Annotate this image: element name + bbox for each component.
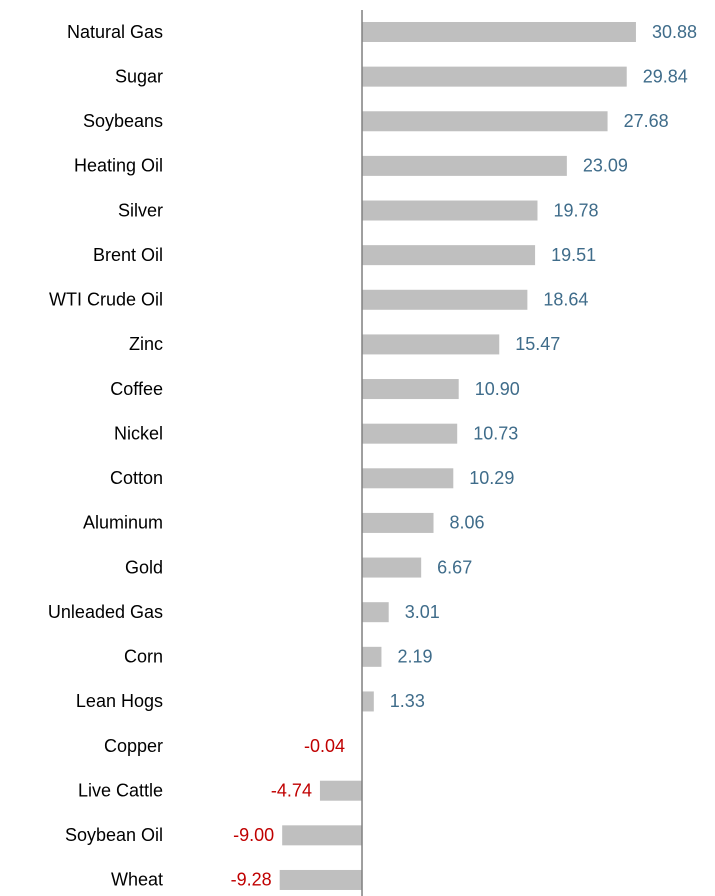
category-label: Sugar [115,66,163,86]
value-label: -9.00 [233,825,274,845]
category-label: Soybeans [83,111,163,131]
bar [362,155,567,176]
category-label: Silver [118,200,163,220]
value-label: -9.28 [231,870,272,890]
bar [279,869,363,890]
value-label: 2.19 [397,647,432,667]
category-label: Soybean Oil [65,825,163,845]
value-label: 18.64 [543,290,588,310]
bar [362,691,374,712]
category-label: Cotton [110,468,163,488]
bar [362,66,627,87]
category-label: Unleaded Gas [48,602,163,622]
category-label: Live Cattle [78,780,163,800]
value-label: -4.74 [271,780,312,800]
value-label: 1.33 [390,691,425,711]
bar [362,111,608,132]
bar [362,602,389,623]
bar [362,512,434,533]
bar [362,379,459,400]
bar [362,646,382,667]
category-label: Nickel [114,423,163,443]
bar [362,245,536,266]
bar [362,423,458,444]
category-label: Coffee [110,379,163,399]
value-label: -0.04 [304,736,345,756]
value-label: 15.47 [515,334,560,354]
value-label: 6.67 [437,557,472,577]
category-label: Wheat [111,870,163,890]
bar [362,289,528,310]
value-label: 30.88 [652,22,697,42]
category-label: Brent Oil [93,245,163,265]
bar [362,334,500,355]
category-label: Zinc [129,334,163,354]
category-label: Natural Gas [67,22,163,42]
bar [362,468,454,489]
bar [362,557,422,578]
category-label: Gold [125,557,163,577]
bar [282,825,363,846]
bar [319,780,363,801]
value-label: 10.73 [473,423,518,443]
category-label: Aluminum [83,513,163,533]
value-label: 19.78 [553,200,598,220]
bar [362,200,538,221]
category-label: Lean Hogs [76,691,163,711]
value-label: 8.06 [450,513,485,533]
value-label: 19.51 [551,245,596,265]
value-label: 23.09 [583,156,628,176]
value-label: 27.68 [624,111,669,131]
value-label: 10.90 [475,379,520,399]
value-label: 3.01 [405,602,440,622]
category-label: WTI Crude Oil [49,290,163,310]
value-label: 29.84 [643,66,688,86]
category-label: Heating Oil [74,156,163,176]
category-label: Copper [104,736,163,756]
bar [362,22,636,42]
value-label: 10.29 [469,468,514,488]
category-label: Corn [124,647,163,667]
